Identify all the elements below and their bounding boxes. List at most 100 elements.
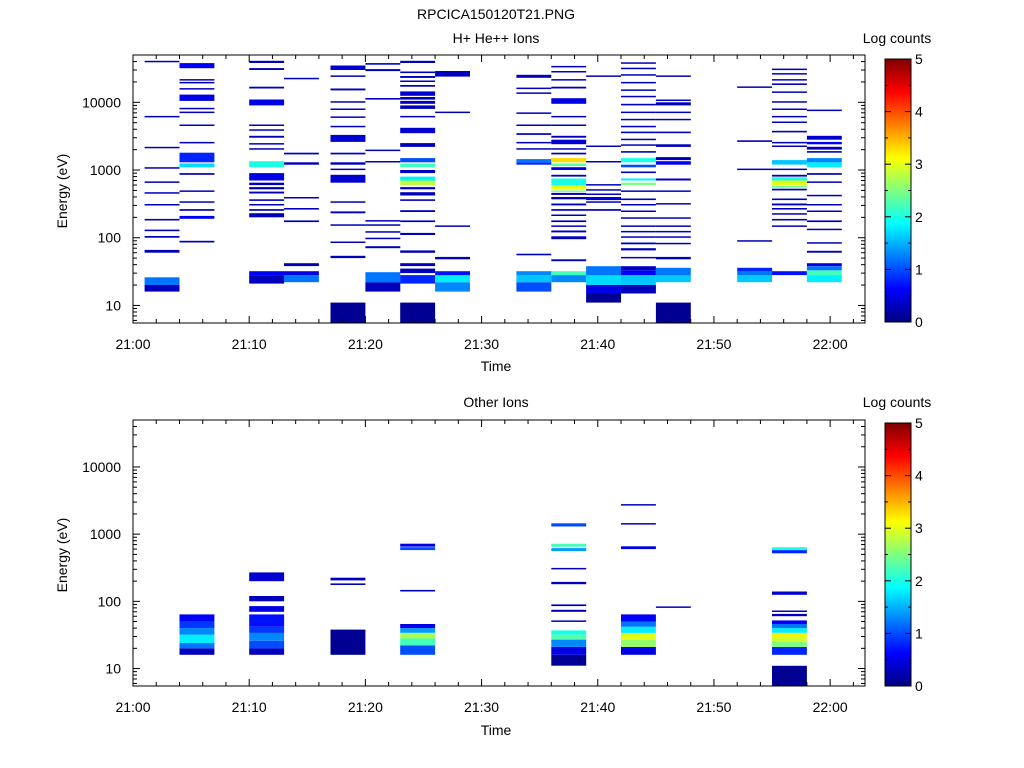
heatmap-cell [249,199,285,201]
heatmap-cell [551,236,587,240]
heatmap-cell [249,135,285,138]
heatmap-cell [249,213,285,218]
heatmap-cell [365,224,401,226]
heatmap-cell [621,178,656,181]
heatmap-cell [772,101,807,103]
heatmap-cell [144,229,180,232]
heatmap-cell [330,152,366,155]
heatmap-cell [435,271,470,276]
heatmap-cell [179,209,215,211]
y-tick-label: 10 [105,661,121,677]
colorbar-tick-label: 2 [915,573,923,589]
heatmap-cell [330,116,366,118]
heatmap-cell [249,275,285,284]
heatmap-cell [621,210,656,212]
heatmap-cell [365,231,401,233]
x-tick-label: 21:50 [696,336,731,352]
heatmap-cell [144,249,180,253]
heatmap-cell [400,91,436,96]
heatmap-cell [249,572,285,582]
colorbar-tick-label: 3 [915,156,923,172]
heatmap-cell [249,209,285,211]
x-tick-label: 21:30 [464,336,499,352]
heatmap-cell [586,145,621,147]
heatmap-cell [655,256,691,260]
heatmap-cell [621,144,656,146]
heatmap-cell [551,646,587,655]
heatmap-cell [551,98,587,104]
heatmap-cell [400,71,436,74]
heatmap-cell [551,548,587,552]
heatmap-cell [655,236,691,238]
x-tick-label: 21:40 [580,336,615,352]
heatmap-cell [621,285,656,294]
heatmap-cell [330,629,366,655]
heatmap-cell [179,152,215,163]
heatmap-cell [586,293,621,303]
colorbar-tick-label: 0 [915,678,923,694]
heatmap-cell [284,77,319,80]
heatmap-cell [551,192,587,195]
heatmap-cell [284,271,319,276]
heatmap-cell [249,124,285,126]
heatmap-cell [400,158,436,163]
heatmap-cell [365,98,401,100]
heatmap-cell [249,204,285,206]
heatmap-cell [249,271,285,276]
heatmap-cell [330,302,366,323]
heatmap-cell [179,163,215,168]
heatmap-cell [284,162,319,165]
heatmap-cell [621,504,656,506]
heatmap-cell [330,75,366,77]
heatmap-cell [806,242,842,244]
heatmap-cell [179,63,215,69]
heatmap-cell [551,203,587,206]
heatmap-cell [179,643,215,649]
heatmap-cell [621,81,656,84]
heatmap-cell [551,543,587,547]
plot-frame [132,419,866,687]
panel-title: H+ He++ Ions [453,30,540,46]
heatmap-cell [772,121,807,123]
heatmap-cell [621,236,656,238]
heatmap-cell [365,149,401,152]
heatmap-cell [655,131,691,134]
heatmap-cell [400,632,436,639]
heatmap-cell [772,624,807,629]
heatmap-cell [586,266,621,276]
heatmap-cell [772,73,807,75]
heatmap-cell [249,68,285,70]
x-tick-label: 21:20 [348,699,383,715]
figure-title: RPCICA150120T21.PNG [417,6,575,22]
heatmap-cell [621,270,656,276]
heatmap-cell [284,220,319,223]
heatmap-cell [144,167,180,169]
heatmap-cell [551,567,587,570]
heatmap-cell [621,103,656,106]
heatmap-cell [551,259,587,262]
heatmap-cell [772,79,807,81]
colorbar-tick-label: 4 [915,104,923,120]
heatmap-cell [806,158,842,163]
heatmap-cell [516,124,552,126]
y-tick-label: 10 [105,297,121,313]
heatmap-cell [621,248,656,251]
y-axis: 10 100 1000 10000 [82,54,865,321]
heatmap-cell [249,606,285,612]
heatmap-cell [621,225,656,227]
heatmap-cell [249,143,285,145]
heatmap-cell [772,208,807,210]
heatmap-cell [249,640,285,649]
heatmap-cell [655,230,691,233]
heatmap-cell [330,241,366,243]
heatmap-cell [249,614,285,627]
heatmap-cell [516,112,552,114]
heatmap-cell [144,204,180,206]
heatmap-cell [400,302,436,323]
heatmap-cell [400,628,436,633]
heatmap-cell [330,162,366,165]
heatmap-cell [400,187,436,190]
colorbar: 0 1 2 3 4 5 [884,51,923,330]
heatmap-cell [621,171,656,174]
heatmap-cell [772,91,807,93]
